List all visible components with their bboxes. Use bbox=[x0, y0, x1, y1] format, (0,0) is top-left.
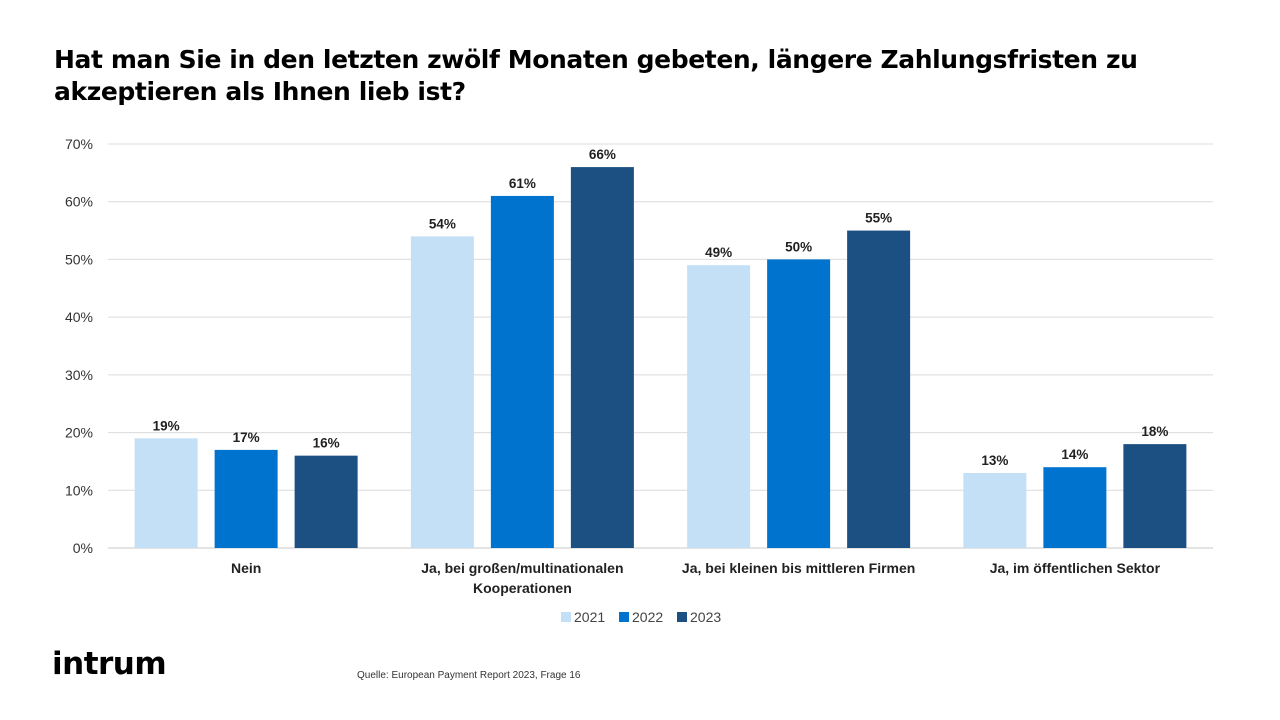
legend: 2021 2022 2023 bbox=[561, 609, 721, 625]
gridlines bbox=[108, 143, 1213, 549]
chart-title: Hat man Sie in den letzten zwölf Monaten… bbox=[54, 45, 1138, 106]
data-label: 49% bbox=[705, 245, 732, 260]
bar-chart: 0% 10% 20% 30% 40% 50% 60% 70% 19% 17% 16% 54% 61% 6… bbox=[65, 136, 1213, 625]
bar-2022 bbox=[490, 195, 554, 548]
legend-label: 2023 bbox=[690, 609, 721, 625]
y-tick-label: 0% bbox=[73, 540, 93, 556]
category-label: Ja, im öffentlichen Sektor bbox=[990, 560, 1161, 576]
bar-2021 bbox=[410, 236, 474, 549]
bar-2023 bbox=[570, 167, 634, 549]
legend-swatch-2023 bbox=[677, 612, 687, 622]
data-label: 19% bbox=[153, 418, 180, 433]
bar-2022 bbox=[1043, 467, 1107, 548]
y-tick-label: 70% bbox=[65, 136, 93, 152]
category-label: Ja, bei großen/multinationalen Kooperatio… bbox=[421, 560, 623, 596]
bar-2023 bbox=[847, 230, 911, 549]
bar-2021 bbox=[687, 265, 751, 548]
data-labels: 19% 17% 16% 54% 61% 66% 49% 50% 55% 13% 14% 18% bbox=[153, 147, 1169, 468]
bar-2022 bbox=[767, 259, 831, 548]
bar-2021 bbox=[963, 472, 1027, 548]
source-note: Quelle: European Payment Report 2023, Fr… bbox=[357, 670, 581, 681]
legend-label: 2022 bbox=[632, 609, 663, 625]
data-label: 16% bbox=[313, 436, 340, 451]
category-label: Nein bbox=[231, 560, 261, 576]
y-tick-label: 20% bbox=[65, 425, 93, 441]
data-label: 55% bbox=[865, 211, 892, 226]
bar-2022 bbox=[214, 449, 278, 548]
legend-swatch-2021 bbox=[561, 612, 571, 622]
data-label: 66% bbox=[589, 147, 616, 162]
legend-label: 2021 bbox=[574, 609, 605, 625]
y-tick-label: 30% bbox=[65, 367, 93, 383]
y-tick-label: 50% bbox=[65, 251, 93, 267]
data-label: 17% bbox=[233, 430, 260, 445]
y-axis-ticks: 0% 10% 20% 30% 40% 50% 60% 70% bbox=[65, 136, 93, 556]
data-label: 54% bbox=[429, 216, 456, 231]
data-label: 18% bbox=[1141, 424, 1168, 439]
bar-2023 bbox=[294, 455, 358, 548]
y-tick-label: 60% bbox=[65, 194, 93, 210]
data-label: 13% bbox=[981, 453, 1008, 468]
intrum-logo: intrum bbox=[52, 646, 167, 682]
y-tick-label: 40% bbox=[65, 309, 93, 325]
bar-2023 bbox=[1123, 444, 1187, 548]
x-axis-category-labels: Nein Ja, bei großen/multinationalen Kooper… bbox=[231, 560, 1161, 596]
data-label: 50% bbox=[785, 239, 812, 254]
bar-2021 bbox=[134, 438, 198, 548]
y-tick-label: 10% bbox=[65, 482, 93, 498]
data-label: 14% bbox=[1061, 447, 1088, 462]
legend-swatch-2022 bbox=[619, 612, 629, 622]
category-label: Ja, bei kleinen bis mittleren Firmen bbox=[682, 560, 915, 576]
data-label: 61% bbox=[509, 176, 536, 191]
bars bbox=[134, 167, 1187, 549]
